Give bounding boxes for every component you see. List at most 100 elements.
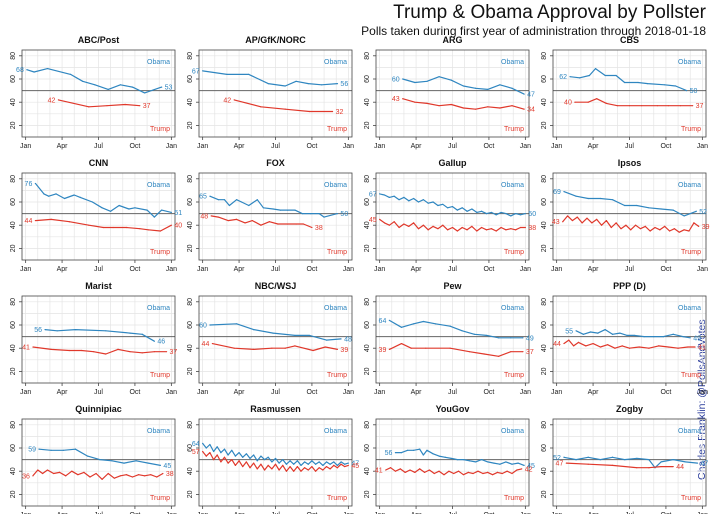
trump-data-point xyxy=(217,216,220,218)
obama-data-point xyxy=(400,326,403,328)
obama-start-label: 65 xyxy=(199,194,207,201)
y-tick-label: 40 xyxy=(187,467,194,475)
trump-start-label: 47 xyxy=(556,461,564,468)
x-tick-label: Oct xyxy=(129,266,140,273)
obama-data-point xyxy=(295,80,297,82)
trump-end-label: 38 xyxy=(315,225,323,232)
obama-data-point xyxy=(456,459,458,461)
obama-data-point xyxy=(267,83,269,85)
x-tick-label: Jul xyxy=(625,266,634,273)
panel-title: NBC/WSJ xyxy=(255,281,297,291)
obama-data-point xyxy=(408,200,410,202)
trump-data-point xyxy=(293,470,295,472)
obama-data-point xyxy=(438,455,440,457)
trump-data-point xyxy=(524,226,526,229)
trump-data-point xyxy=(628,105,631,107)
trump-data-point xyxy=(271,347,273,349)
y-tick-label: 40 xyxy=(541,98,548,106)
trump-data-point xyxy=(688,230,690,232)
obama-data-point xyxy=(118,204,120,207)
obama-data-point xyxy=(400,452,403,454)
trump-data-point xyxy=(388,224,390,226)
trump-end-label: 42 xyxy=(525,466,533,473)
trump-data-point xyxy=(450,103,452,106)
trump-data-point xyxy=(107,472,109,475)
obama-data-point xyxy=(417,201,420,203)
trump-data-point xyxy=(432,225,434,227)
trump-end-label: 39 xyxy=(340,347,348,354)
trump-data-point xyxy=(331,110,334,113)
x-tick-label: Apr xyxy=(234,266,246,273)
obama-data-point xyxy=(476,211,478,214)
obama-data-point xyxy=(209,443,211,446)
obama-data-point xyxy=(131,86,134,88)
trump-data-point xyxy=(656,105,659,107)
x-tick-label: Jul xyxy=(625,512,634,514)
obama-series-name: Obama xyxy=(324,182,347,189)
obama-data-point xyxy=(685,90,688,92)
trump-data-point xyxy=(223,456,226,458)
obama-data-point xyxy=(110,210,112,212)
obama-data-point xyxy=(153,216,155,218)
y-tick-label: 80 xyxy=(364,421,371,429)
obama-data-point xyxy=(590,331,592,333)
obama-data-point xyxy=(62,449,64,451)
y-tick-label: 20 xyxy=(10,367,17,375)
obama-start-label: 69 xyxy=(553,189,561,196)
x-tick-label: Jul xyxy=(94,512,103,514)
obama-data-point xyxy=(267,456,269,458)
obama-data-point xyxy=(248,73,250,75)
trump-data-point xyxy=(667,105,669,107)
x-tick-label: Jul xyxy=(448,512,457,514)
trump-data-point xyxy=(156,476,158,478)
obama-data-point xyxy=(413,449,415,451)
obama-data-point xyxy=(413,323,415,325)
trump-data-point xyxy=(568,339,570,341)
trump-data-point xyxy=(307,469,309,471)
trump-data-point xyxy=(693,222,695,224)
trump-data-point xyxy=(678,231,680,233)
trump-data-point xyxy=(615,222,617,224)
x-tick-label: Oct xyxy=(660,266,671,273)
trump-data-point xyxy=(610,226,612,229)
obama-data-point xyxy=(161,86,163,88)
obama-start-label: 64 xyxy=(379,318,387,325)
obama-data-point xyxy=(523,464,525,466)
trump-data-point xyxy=(438,105,440,107)
trump-series-line xyxy=(211,215,313,229)
obama-data-point xyxy=(588,74,591,77)
x-tick-label: Apr xyxy=(234,143,246,150)
obama-end-label: 50 xyxy=(340,211,348,218)
trump-data-point xyxy=(600,224,603,226)
obama-data-point xyxy=(223,199,226,201)
obama-data-point xyxy=(336,83,339,85)
trump-data-point xyxy=(571,219,574,222)
obama-data-point xyxy=(575,195,577,197)
x-tick-label: Jan xyxy=(697,512,708,514)
trump-data-point xyxy=(141,352,143,354)
trump-start-label: 43 xyxy=(552,219,560,226)
obama-data-point xyxy=(604,74,606,77)
panel-nbc-wsj: NBC/WSJ 20 40 60 80 Jan Apr Jul Oct Jan 60 48 Obama 4… xyxy=(187,281,354,396)
y-tick-label: 40 xyxy=(541,344,548,352)
trump-data-point xyxy=(644,225,646,227)
x-tick-label: Apr xyxy=(411,512,423,514)
obama-data-point xyxy=(511,463,513,465)
obama-data-point xyxy=(94,84,96,86)
trump-end-label: 45 xyxy=(351,463,359,470)
obama-data-point xyxy=(256,460,258,462)
obama-data-point xyxy=(91,201,94,203)
panel-zogby: Zogby20406080JanAprJulOctJan5247Obama474… xyxy=(541,404,708,514)
panel-title: Pew xyxy=(443,281,462,291)
obama-data-point xyxy=(624,459,626,461)
obama-data-point xyxy=(505,213,507,215)
obama-data-point xyxy=(33,71,35,73)
obama-data-point xyxy=(461,207,463,209)
obama-data-point xyxy=(643,336,645,338)
trump-data-point xyxy=(244,222,246,224)
obama-data-point xyxy=(422,454,424,456)
obama-data-point xyxy=(481,210,483,212)
obama-start-label: 68 xyxy=(16,67,24,74)
obama-data-point xyxy=(481,459,483,461)
obama-data-point xyxy=(675,85,677,87)
